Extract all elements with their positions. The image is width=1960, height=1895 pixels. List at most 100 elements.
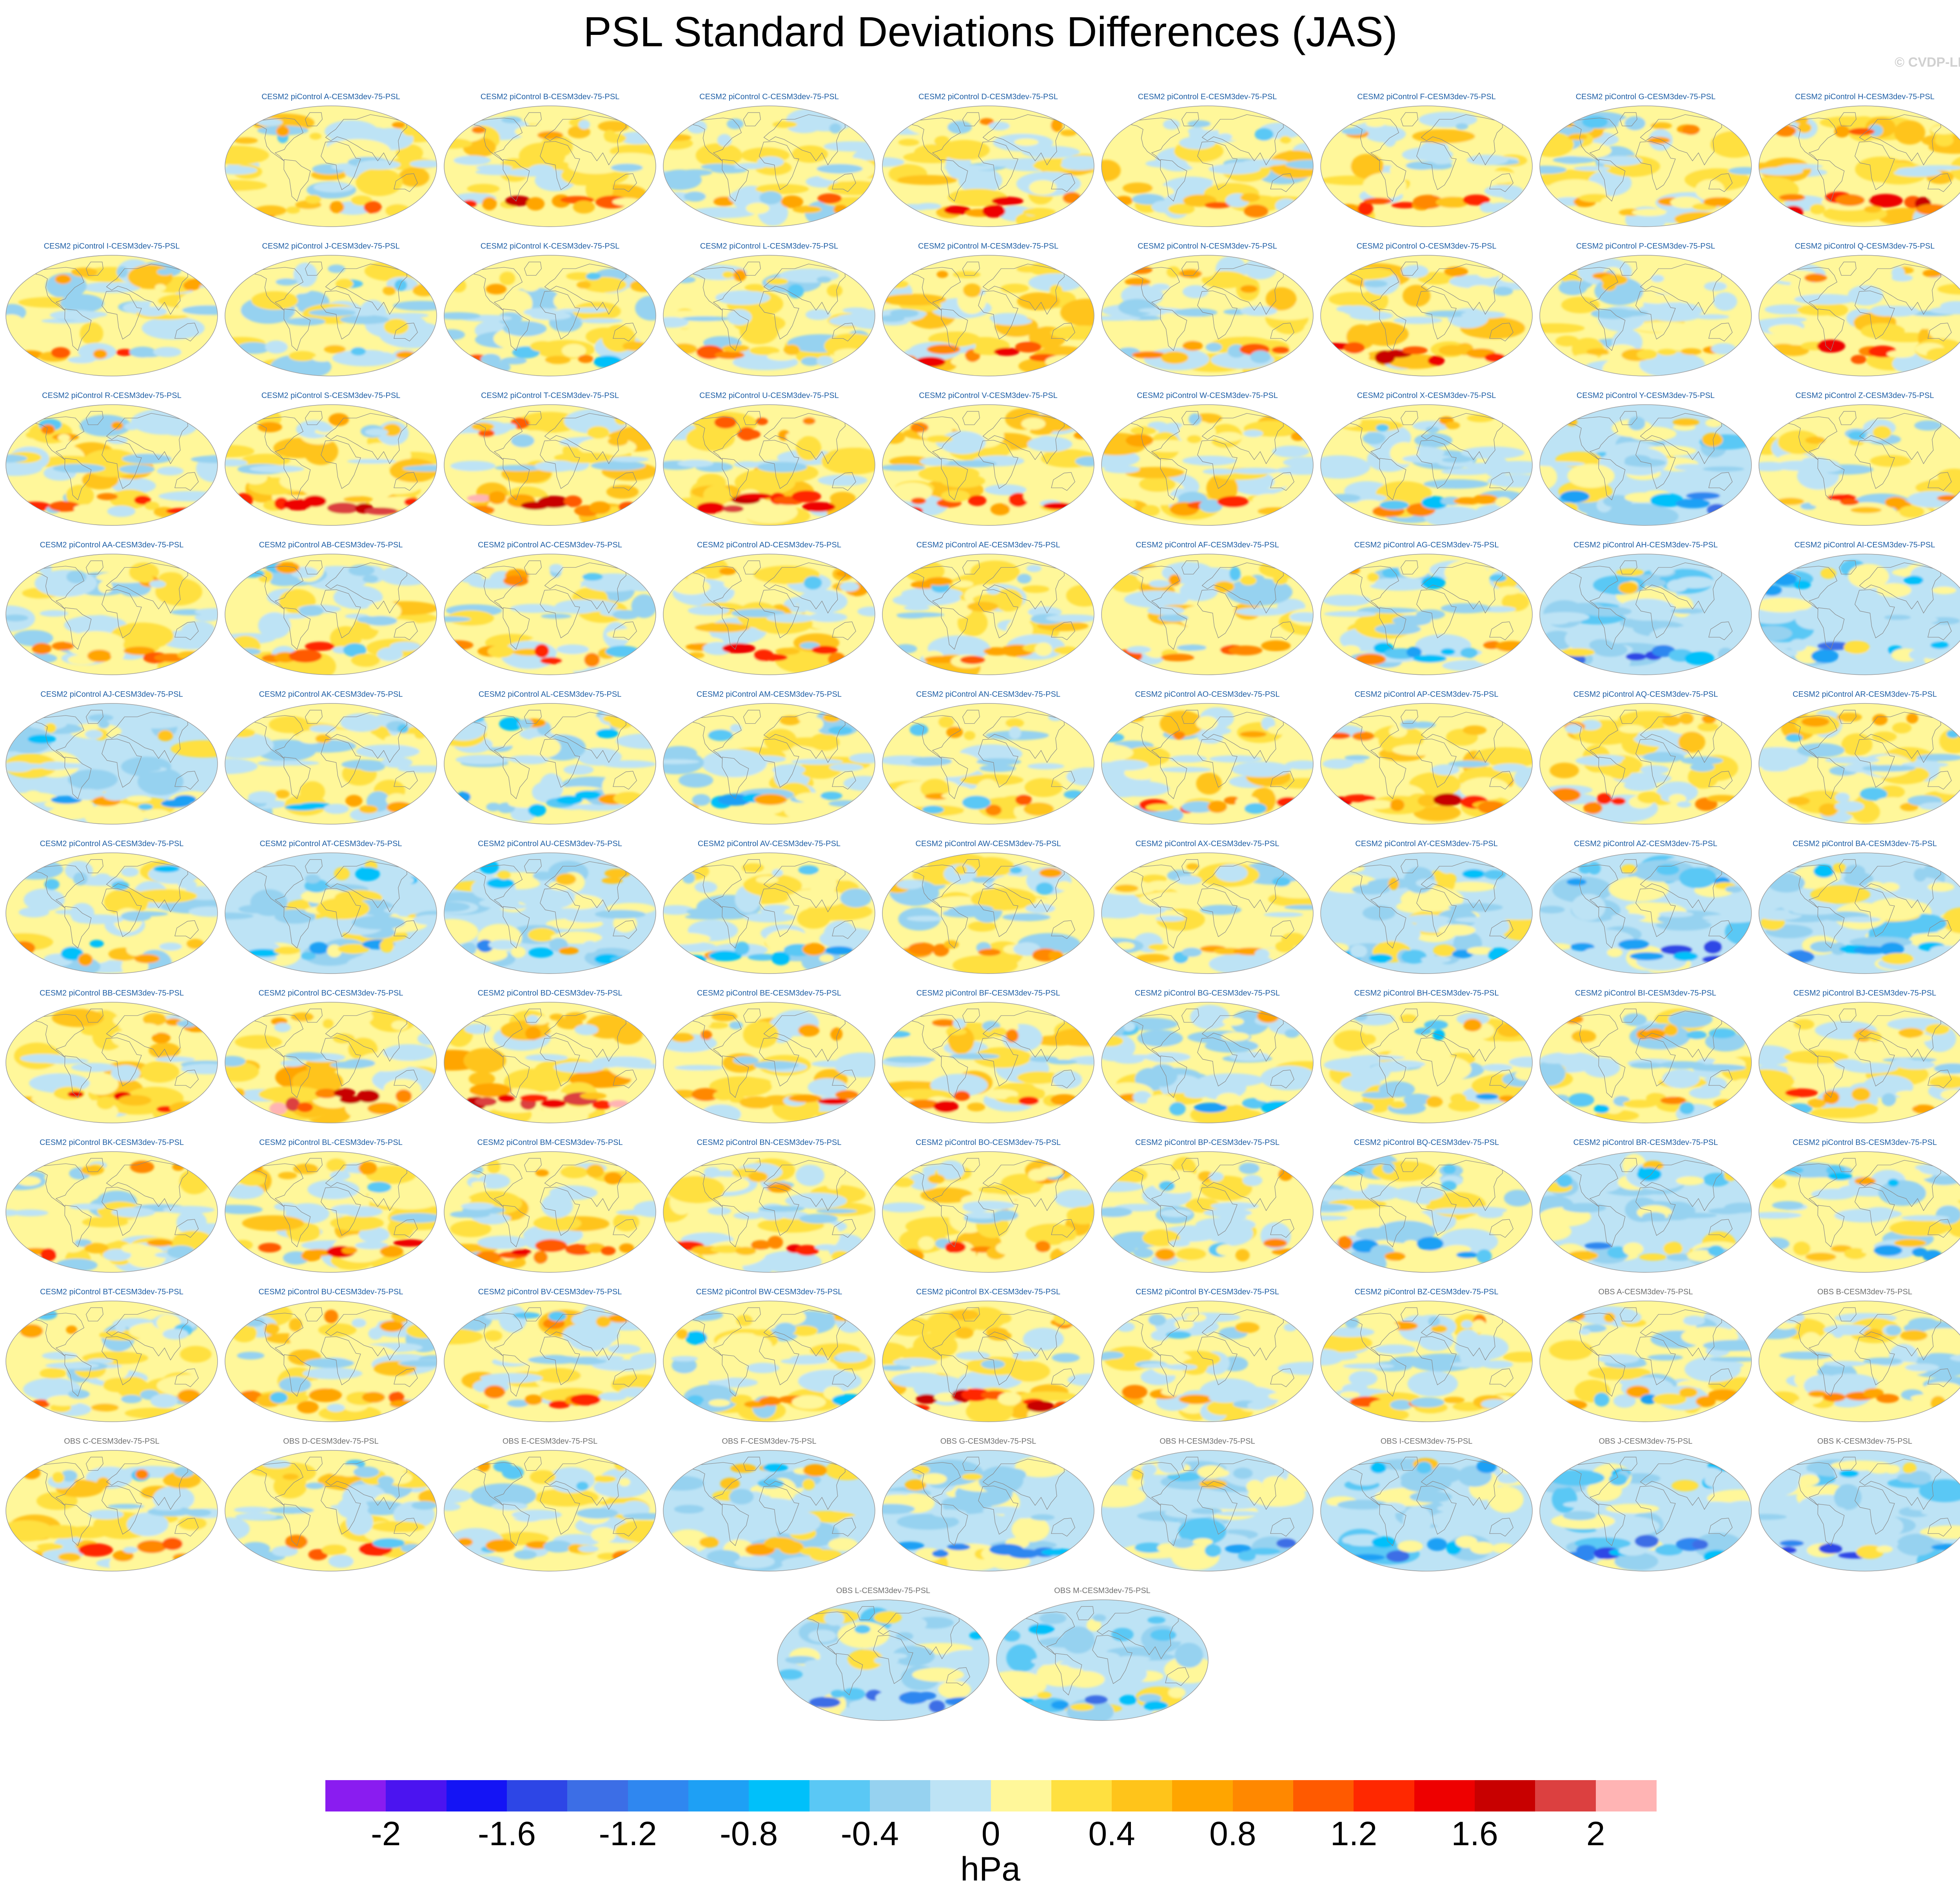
field-anomaly	[1785, 1088, 1818, 1097]
field-region	[1102, 1181, 1144, 1192]
field-region	[760, 907, 786, 915]
coastline	[1131, 416, 1180, 460]
field-anomaly	[564, 495, 582, 507]
panel-title: CESM2 piControl I-CESM3dev-75-PSL	[44, 242, 180, 251]
field-anomaly	[1779, 194, 1806, 201]
map-panel: CESM2 piControl AN-CESM3dev-75-PSL	[880, 689, 1096, 830]
map-panel: CESM2 piControl AU-CESM3dev-75-PSL	[442, 838, 658, 979]
field-anomaly	[1607, 948, 1623, 957]
coastline	[1927, 1070, 1952, 1088]
field-anomaly	[497, 1094, 515, 1103]
map-border	[1539, 554, 1752, 675]
field-region	[809, 872, 837, 896]
coastline	[613, 1070, 637, 1088]
field-anomaly	[1250, 351, 1271, 363]
field-region	[1632, 322, 1692, 332]
map-border	[1759, 404, 1960, 526]
field-anomaly	[1793, 1399, 1813, 1410]
coastline	[1635, 739, 1676, 788]
field-region	[367, 1188, 426, 1207]
field-anomaly	[1601, 274, 1628, 285]
field-anomaly	[801, 357, 820, 366]
field-anomaly	[1388, 878, 1399, 890]
field-anomaly	[1176, 644, 1207, 651]
coastline	[1379, 309, 1406, 351]
field-anomaly	[1148, 944, 1168, 951]
coastline	[321, 1187, 361, 1236]
field-anomaly	[1473, 494, 1498, 504]
coastline	[283, 309, 311, 351]
field-anomaly	[1704, 282, 1727, 291]
field-anomaly	[1149, 580, 1170, 588]
coastline	[540, 1037, 580, 1086]
field-region	[1207, 1221, 1253, 1246]
field-anomaly	[1406, 647, 1422, 658]
map-field	[882, 554, 1094, 675]
coastline	[1181, 560, 1199, 574]
coastline	[832, 1368, 856, 1387]
field-region	[1779, 1351, 1832, 1360]
field-region	[1559, 280, 1587, 295]
field-region	[1166, 1364, 1198, 1370]
panel-title: CESM2 piControl U-CESM3dev-75-PSL	[699, 391, 839, 400]
field-anomaly	[978, 948, 1001, 956]
coastline	[1181, 1008, 1199, 1023]
field-anomaly	[1922, 269, 1943, 278]
field-anomaly	[1578, 1388, 1594, 1402]
field-region	[1694, 314, 1730, 320]
field-anomaly	[1679, 1102, 1695, 1114]
field-region	[1934, 1063, 1960, 1074]
map-panel: CESM2 piControl BJ-CESM3dev-75-PSL	[1757, 987, 1960, 1128]
map-panel: CESM2 piControl AL-CESM3dev-75-PSL	[442, 689, 658, 830]
field-anomaly	[286, 206, 300, 214]
map-field	[444, 1152, 656, 1272]
field-anomaly	[1676, 1176, 1704, 1185]
field-anomaly	[1677, 801, 1691, 808]
field-anomaly	[333, 1033, 355, 1044]
field-region	[69, 1203, 105, 1210]
field-anomaly	[1009, 492, 1028, 507]
map-field	[225, 554, 437, 675]
field-region	[727, 309, 752, 325]
field-anomaly	[278, 1172, 297, 1179]
field-anomaly	[1904, 575, 1924, 585]
field-anomaly	[505, 196, 532, 206]
coastline	[1838, 1008, 1857, 1023]
field-region	[394, 313, 429, 318]
map-field	[225, 1301, 437, 1422]
field-anomaly	[1887, 350, 1915, 358]
field-region	[1695, 179, 1725, 201]
field-region	[1050, 325, 1094, 340]
coastline	[613, 1219, 637, 1238]
coastline	[473, 1313, 523, 1356]
map-svg	[1759, 255, 1960, 376]
field-anomaly	[719, 567, 736, 575]
map-border	[5, 404, 218, 526]
field-anomaly	[985, 805, 1002, 816]
coastline	[978, 589, 1018, 638]
field-anomaly	[1221, 1032, 1250, 1041]
field-anomaly	[1584, 948, 1608, 957]
field-anomaly	[722, 505, 744, 512]
field-anomaly	[756, 876, 779, 884]
field-anomaly	[461, 715, 485, 723]
panel-title: OBS B-CESM3dev-75-PSL	[1817, 1288, 1913, 1296]
field-anomaly	[706, 1022, 729, 1029]
field-region	[39, 761, 71, 770]
field-anomaly	[717, 134, 732, 147]
field-anomaly	[925, 577, 953, 586]
field-anomaly	[289, 649, 322, 663]
field-region	[992, 1210, 1018, 1221]
map-border	[444, 703, 656, 825]
coastline	[503, 458, 530, 501]
field-anomaly	[1443, 1397, 1465, 1403]
field-region	[616, 1209, 656, 1215]
field-anomaly	[1829, 434, 1840, 443]
field-region	[566, 1356, 607, 1365]
field-region	[1864, 1207, 1894, 1217]
field-anomaly	[986, 720, 1009, 729]
field-region	[1648, 1354, 1683, 1361]
coastline	[35, 1313, 85, 1356]
map-border	[663, 1151, 875, 1273]
coastline	[524, 112, 542, 126]
